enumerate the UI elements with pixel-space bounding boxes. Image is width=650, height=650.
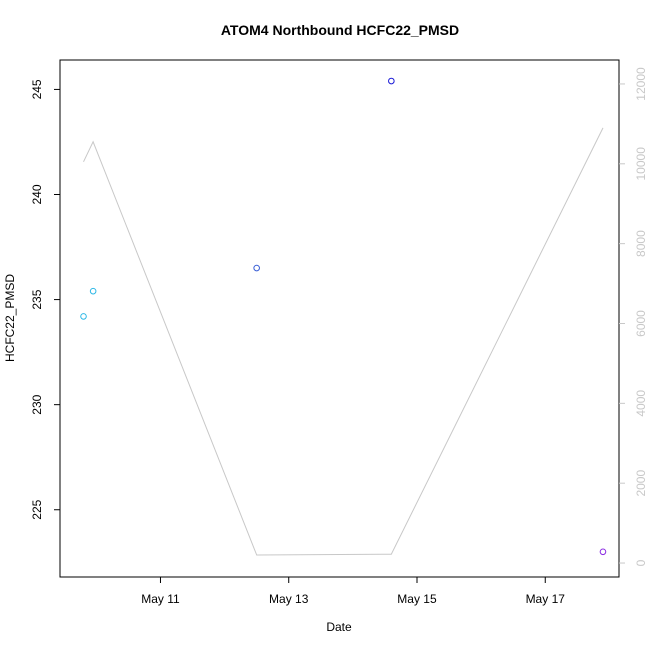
y-tick-label: 235 (30, 289, 44, 309)
chart-title: ATOM4 Northbound HCFC22_PMSD (221, 22, 459, 38)
y-axis-label: HCFC22_PMSD (3, 274, 17, 362)
data-point (253, 264, 260, 272)
data-point (80, 313, 87, 320)
y2-tick-label: 2000 (634, 470, 648, 497)
y2-tick-label: 6000 (634, 310, 648, 337)
x-tick-label: May 15 (397, 592, 437, 606)
y-tick-label: 225 (30, 499, 44, 519)
y2-tick-label: 10000 (634, 147, 648, 181)
x-tick-label: May 11 (141, 592, 180, 606)
y2-tick-label: 4000 (634, 390, 648, 417)
series-line (83, 127, 604, 556)
x-axis-label: Date (326, 620, 352, 634)
y2-tick-label: 12000 (634, 67, 648, 101)
data-point (599, 548, 607, 556)
data-point (388, 77, 395, 85)
plot-layer: May 11 May 13 May 15 May 17 225 230 235 240 245 0… (30, 67, 648, 606)
y-tick-label: 240 (30, 184, 44, 204)
x-tick-label: May 13 (269, 592, 309, 606)
y-tick-label: 230 (30, 394, 44, 414)
data-point (89, 287, 97, 295)
x-tick-label: May 17 (526, 592, 566, 606)
plot-frame (59, 59, 620, 578)
y2-tick-label: 0 (634, 559, 648, 566)
y2-tick-label: 8000 (634, 230, 648, 257)
y-tick-label: 245 (30, 79, 44, 99)
